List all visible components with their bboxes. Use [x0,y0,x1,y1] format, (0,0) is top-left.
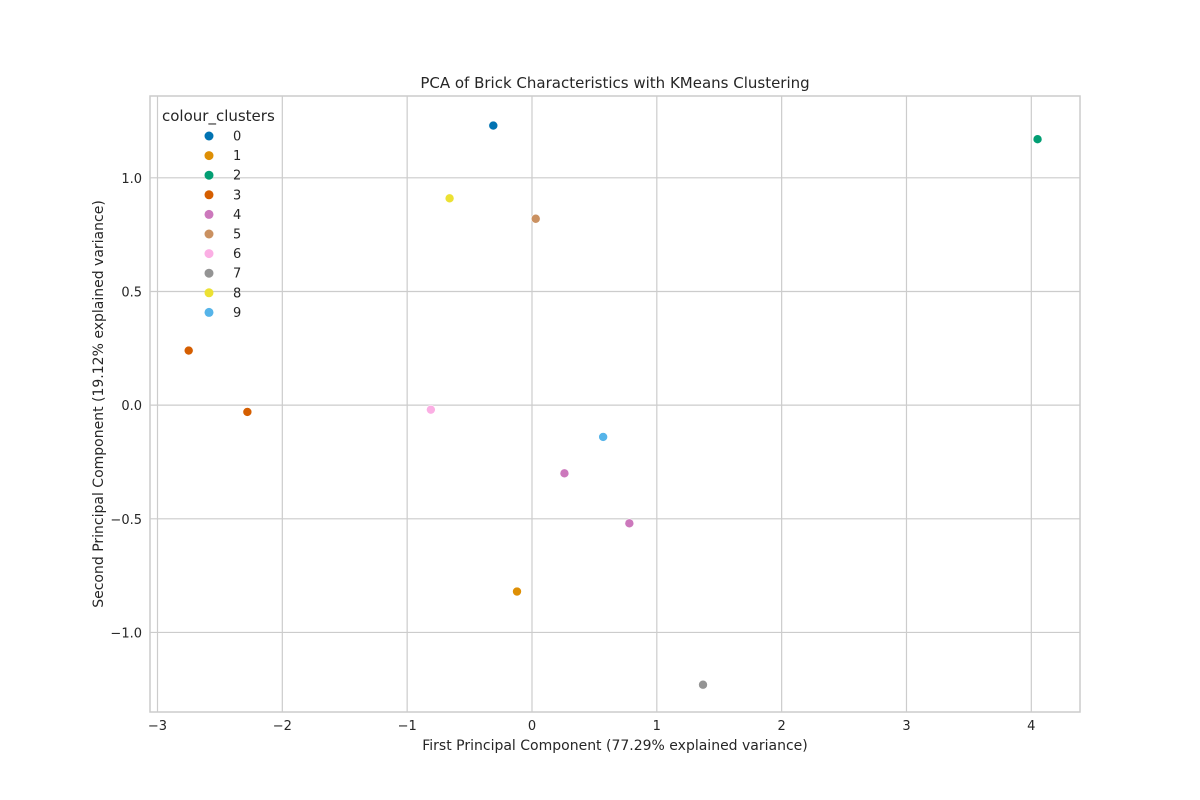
legend-marker-9 [204,307,214,317]
x-tick-label: 2 [778,719,786,734]
chart-title: PCA of Brick Characteristics with KMeans… [420,74,809,92]
legend-label-0: 0 [233,130,241,145]
data-point-cluster-3 [183,345,194,356]
data-point-cluster-8 [444,193,455,204]
data-point-cluster-7 [698,679,708,690]
x-tick-label: 1 [653,719,661,734]
y-axis-ticks: −1.0 −0.5 0.0 0.5 1.0 [110,172,142,642]
data-point-cluster-9 [598,432,608,442]
data-point-cluster-6 [426,404,436,415]
legend: colour_clusters 0 1 2 3 4 5 6 7 8 9 [162,107,275,321]
legend-label-1: 1 [233,149,241,164]
data-points [183,120,1043,690]
legend-marker-8 [204,288,214,298]
legend-label-5: 5 [233,228,241,243]
legend-marker-3 [204,190,214,200]
y-tick-label: 0.5 [121,285,142,300]
y-tick-label: −0.5 [110,513,142,528]
legend-marker-0 [204,131,214,141]
x-tick-label: 4 [1027,719,1035,734]
legend-marker-5 [204,229,214,239]
legend-marker-4 [204,209,214,219]
data-point-cluster-2 [1032,134,1043,144]
y-tick-label: −1.0 [110,626,142,641]
legend-label-6: 6 [233,247,241,262]
y-tick-label: 1.0 [121,172,142,187]
legend-title: colour_clusters [162,107,275,126]
plot-area-frame [149,95,1081,713]
data-point-cluster-0 [488,120,499,131]
legend-label-2: 2 [233,169,241,184]
x-tick-label: −2 [273,719,292,734]
x-tick-label: −1 [398,719,417,734]
legend-marker-2 [204,170,214,180]
legend-label-8: 8 [233,286,241,301]
legend-label-3: 3 [233,188,241,203]
legend-marker-6 [204,249,214,259]
data-point-cluster-5 [530,213,541,224]
x-tick-label: 3 [902,719,910,734]
data-point-cluster-4 [624,518,635,529]
y-tick-label: 0.0 [121,399,142,414]
x-tick-label: 0 [528,719,536,734]
x-axis-ticks: −3 −2 −1 0 1 2 3 4 [148,719,1036,734]
legend-label-7: 7 [233,267,241,282]
legend-marker-7 [204,268,214,278]
x-axis-title: First Principal Component (77.29% explai… [422,738,808,754]
data-point-cluster-1 [512,586,522,597]
data-point-cluster-4 [559,468,570,479]
data-point-cluster-3 [242,407,253,417]
y-axis-title: Second Principal Component (19.12% expla… [91,200,107,608]
grid [150,96,1080,712]
legend-label-9: 9 [233,306,241,321]
x-tick-label: −3 [148,719,167,734]
legend-label-4: 4 [233,208,241,223]
legend-marker-1 [204,151,214,161]
